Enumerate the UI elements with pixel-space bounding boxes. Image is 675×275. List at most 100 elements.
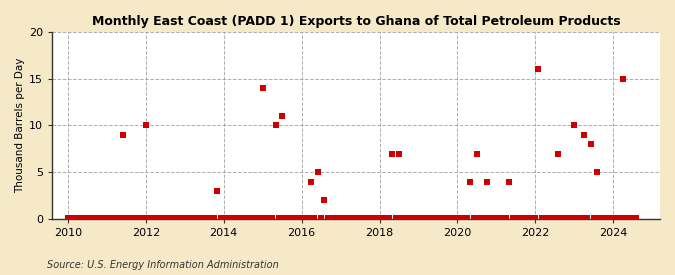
Point: [435, 216, 446, 220]
Point: [284, 216, 294, 220]
Point: [150, 216, 161, 220]
Point: [215, 216, 226, 220]
Point: [394, 151, 404, 156]
Point: [377, 216, 388, 220]
Point: [85, 216, 96, 220]
Point: [510, 216, 521, 220]
Point: [475, 216, 485, 220]
Point: [82, 216, 92, 220]
Point: [72, 216, 83, 220]
Point: [514, 216, 524, 220]
Point: [566, 216, 576, 220]
Point: [209, 216, 219, 220]
Point: [176, 216, 187, 220]
Point: [478, 216, 489, 220]
Point: [325, 216, 336, 220]
Point: [137, 216, 148, 220]
Point: [530, 216, 541, 220]
Point: [371, 216, 382, 220]
Text: Source: U.S. Energy Information Administration: Source: U.S. Energy Information Administ…: [47, 260, 279, 270]
Point: [250, 216, 261, 220]
Point: [387, 151, 398, 156]
Point: [342, 216, 352, 220]
Point: [286, 216, 297, 220]
Point: [426, 216, 437, 220]
Point: [313, 170, 323, 174]
Point: [562, 216, 573, 220]
Point: [472, 151, 483, 156]
Point: [352, 216, 362, 220]
Point: [508, 216, 518, 220]
Point: [429, 216, 440, 220]
Point: [413, 216, 424, 220]
Point: [481, 179, 492, 184]
Point: [228, 216, 239, 220]
Point: [192, 216, 203, 220]
Point: [410, 216, 421, 220]
Point: [549, 216, 560, 220]
Point: [205, 216, 216, 220]
Point: [76, 216, 86, 220]
Point: [391, 216, 402, 220]
Point: [257, 86, 268, 90]
Point: [406, 216, 417, 220]
Point: [598, 216, 609, 220]
Point: [105, 216, 115, 220]
Point: [504, 179, 514, 184]
Point: [442, 216, 453, 220]
Point: [202, 216, 213, 220]
Point: [244, 216, 255, 220]
Point: [630, 216, 641, 220]
Point: [147, 216, 158, 220]
Point: [462, 216, 472, 220]
Point: [273, 216, 284, 220]
Point: [523, 216, 534, 220]
Point: [173, 216, 184, 220]
Point: [293, 216, 304, 220]
Point: [128, 216, 138, 220]
Point: [319, 198, 329, 202]
Point: [189, 216, 200, 220]
Point: [624, 216, 635, 220]
Point: [238, 216, 248, 220]
Point: [144, 216, 155, 220]
Point: [501, 216, 512, 220]
Point: [576, 216, 587, 220]
Point: [218, 216, 229, 220]
Point: [231, 216, 242, 220]
Point: [520, 216, 531, 220]
Point: [611, 216, 622, 220]
Point: [221, 216, 232, 220]
Point: [69, 216, 80, 220]
Point: [452, 216, 463, 220]
Point: [88, 216, 99, 220]
Point: [280, 216, 291, 220]
Point: [345, 216, 356, 220]
Point: [186, 216, 197, 220]
Point: [163, 216, 173, 220]
Point: [423, 216, 433, 220]
Point: [196, 216, 207, 220]
Point: [591, 170, 602, 174]
Point: [167, 216, 178, 220]
Point: [92, 216, 103, 220]
Point: [589, 216, 599, 220]
Point: [254, 216, 265, 220]
Point: [153, 216, 164, 220]
Point: [270, 123, 281, 128]
Point: [601, 216, 612, 220]
Point: [569, 123, 580, 128]
Point: [140, 123, 151, 128]
Point: [199, 216, 210, 220]
Point: [433, 216, 443, 220]
Point: [364, 216, 375, 220]
Point: [468, 216, 479, 220]
Point: [533, 67, 544, 72]
Point: [131, 216, 142, 220]
Point: [384, 216, 395, 220]
Point: [572, 216, 583, 220]
Point: [537, 216, 547, 220]
Point: [267, 216, 278, 220]
Point: [582, 216, 593, 220]
Point: [335, 216, 346, 220]
